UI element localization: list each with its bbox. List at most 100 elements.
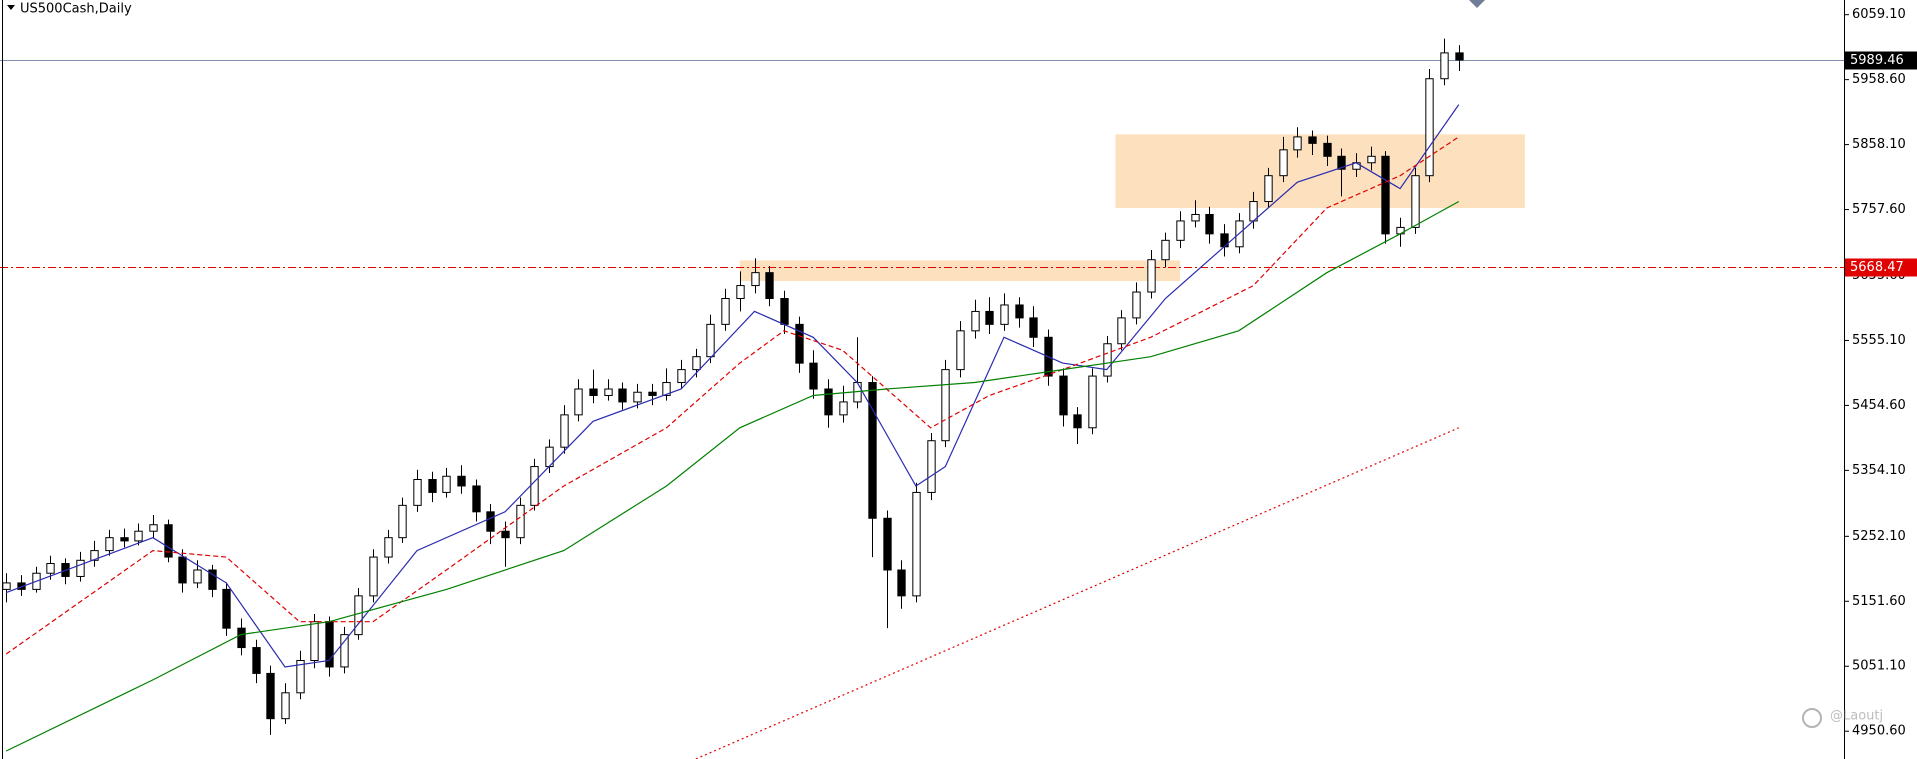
candle-body: [1411, 175, 1420, 228]
candle-body: [134, 530, 143, 542]
candle-body: [164, 524, 173, 558]
candle-body: [486, 511, 495, 532]
candle-body: [780, 298, 789, 325]
candle-body: [648, 391, 657, 396]
candle-body: [1117, 317, 1126, 345]
moving-average: [695, 427, 1460, 759]
candle-body: [809, 362, 818, 390]
candle-body: [208, 569, 217, 590]
candle-body: [1132, 291, 1141, 319]
zone: [1115, 134, 1525, 209]
candle-body: [868, 382, 877, 519]
candle-body: [1337, 155, 1346, 170]
y-tick-label: 5858.10: [1852, 137, 1906, 152]
candle-body: [46, 563, 55, 574]
candle-body: [2, 582, 11, 590]
watermark: @Laoutj: [1802, 708, 1883, 728]
candle-body: [340, 634, 349, 668]
candle-body: [721, 298, 730, 325]
candle-body: [17, 582, 26, 590]
y-tick-label: 5151.60: [1852, 594, 1906, 609]
candle-body: [457, 475, 466, 487]
chart-title: US500Cash,Daily: [20, 2, 132, 17]
candle-body: [618, 388, 627, 403]
candle-body: [252, 647, 261, 674]
candle-body: [76, 559, 85, 577]
candle-body: [501, 530, 510, 539]
y-tick-label: 5354.10: [1852, 463, 1906, 478]
candle-body: [1015, 304, 1024, 319]
candle-body: [560, 414, 569, 448]
y-tick-label: 5555.10: [1852, 333, 1906, 348]
price-level-label: 5989.46: [1850, 53, 1904, 68]
candle-body: [1059, 375, 1068, 416]
scroll-marker: [1469, 0, 1485, 8]
moving-average: [5, 136, 1460, 655]
candle-body: [120, 537, 129, 542]
candle-body: [1103, 343, 1112, 377]
candle-body: [971, 310, 980, 332]
candle-body: [442, 475, 451, 493]
candle-body: [765, 272, 774, 300]
candle-body: [662, 382, 671, 396]
y-tick-label: 5757.60: [1852, 202, 1906, 217]
price-level-label-bg: [1845, 51, 1917, 70]
price-level-label-bg: [1845, 258, 1917, 277]
candle-body: [398, 504, 407, 539]
candle-body: [1029, 317, 1038, 338]
candle-body: [1176, 220, 1185, 241]
candle-body: [677, 369, 686, 384]
candle-body: [824, 388, 833, 416]
candle-body: [413, 478, 422, 506]
candle-body: [574, 388, 583, 416]
candle-body: [105, 537, 114, 552]
plot-area: [0, 38, 1844, 759]
candle-body: [1073, 414, 1082, 429]
candle-body: [1323, 142, 1332, 157]
candle-body: [222, 588, 231, 629]
candle-body: [633, 391, 642, 403]
y-tick-label: 5454.60: [1852, 398, 1906, 413]
candle-body: [178, 556, 187, 584]
candle-body: [296, 659, 305, 694]
moving-average: [5, 104, 1460, 668]
candle-body: [941, 369, 950, 442]
candle-body: [281, 692, 290, 720]
candle-body: [90, 550, 99, 561]
candle-body: [927, 440, 936, 493]
candle-body: [384, 537, 393, 558]
candle-body: [516, 504, 525, 539]
candle-body: [1367, 155, 1376, 164]
candle-body: [237, 627, 246, 649]
candle-body: [1455, 52, 1464, 61]
candle-body: [839, 401, 848, 416]
candle-body: [883, 517, 892, 571]
candle-body: [706, 323, 715, 358]
candle-body: [428, 478, 437, 493]
candle-body: [1293, 136, 1302, 151]
candle-body: [692, 356, 701, 371]
candle-body: [604, 388, 613, 396]
candle-body: [956, 330, 965, 371]
candle-body: [310, 621, 319, 661]
menu-arrow[interactable]: [7, 5, 15, 10]
zone: [739, 260, 1181, 282]
candle-body: [1381, 155, 1390, 235]
candle-body: [736, 285, 745, 300]
y-tick-label: 5051.10: [1852, 659, 1906, 674]
candle-body: [589, 388, 598, 396]
candle-body: [1264, 175, 1273, 203]
candle-body: [897, 569, 906, 597]
watermark-icon: [1802, 708, 1822, 728]
watermark-text: @Laoutj: [1830, 709, 1883, 724]
candle-body: [266, 672, 275, 720]
candle-body: [149, 524, 158, 532]
candle-body: [1161, 239, 1170, 261]
candle-body: [1191, 213, 1200, 222]
y-tick-label: 6059.10: [1852, 7, 1906, 22]
candle-body: [985, 310, 994, 325]
candle-body: [1000, 304, 1009, 325]
price-level-label: 5668.47: [1850, 260, 1904, 275]
